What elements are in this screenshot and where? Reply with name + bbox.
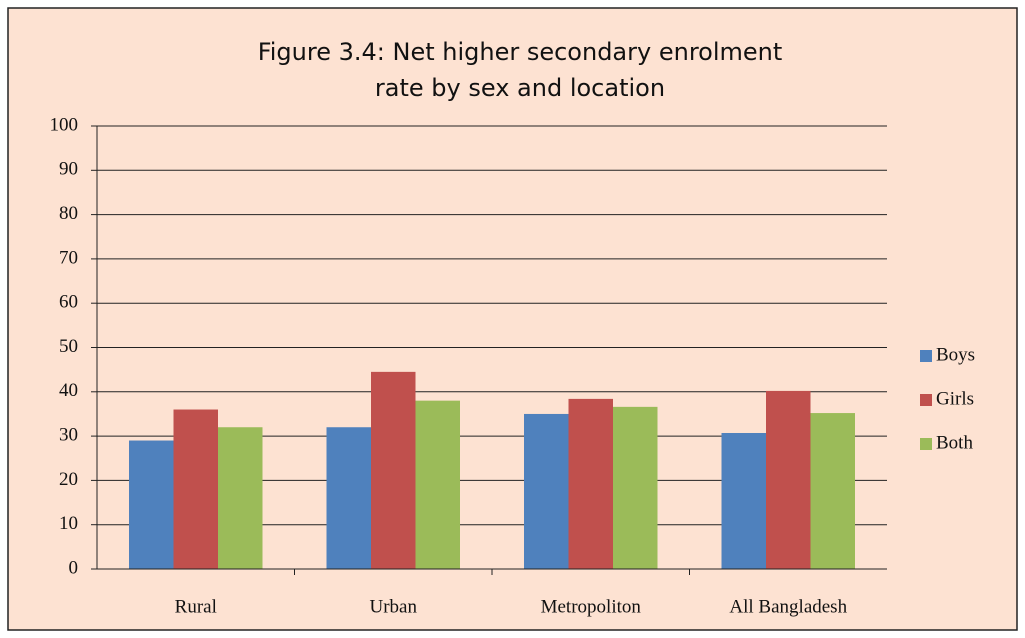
bar <box>326 427 371 569</box>
legend-swatch <box>920 350 932 362</box>
chart-title: Figure 3.4: Net higher secondary enrolme… <box>257 38 783 102</box>
x-tick-label: Metropoliton <box>541 596 642 617</box>
y-tick-label: 20 <box>59 469 78 490</box>
bar <box>218 427 263 569</box>
y-tick-label: 90 <box>59 159 78 180</box>
bar <box>721 432 766 569</box>
y-tick-label: 100 <box>50 114 79 135</box>
bar <box>810 413 855 569</box>
legend-swatch <box>920 438 932 450</box>
x-tick-label: Rural <box>175 596 217 617</box>
y-tick-label: 70 <box>59 247 78 268</box>
bar <box>524 413 569 569</box>
bar <box>415 400 460 569</box>
bar <box>766 390 811 569</box>
legend-label: Girls <box>936 388 974 409</box>
x-tick-label: All Bangladesh <box>729 596 847 617</box>
x-tick-label: Urban <box>370 596 418 617</box>
y-tick-label: 40 <box>59 380 78 401</box>
y-tick-label: 0 <box>69 557 79 578</box>
y-tick-label: 30 <box>59 424 78 445</box>
bar <box>129 440 174 569</box>
legend-label: Both <box>936 432 973 453</box>
y-tick-label: 10 <box>59 513 78 534</box>
bar <box>568 398 613 569</box>
bar <box>173 409 218 569</box>
bar <box>613 406 658 569</box>
legend-label: Boys <box>936 344 975 365</box>
y-tick-label: 50 <box>59 336 78 357</box>
bar <box>371 371 416 569</box>
legend-swatch <box>920 394 932 406</box>
y-tick-label: 60 <box>59 292 78 313</box>
y-tick-label: 80 <box>59 203 78 224</box>
